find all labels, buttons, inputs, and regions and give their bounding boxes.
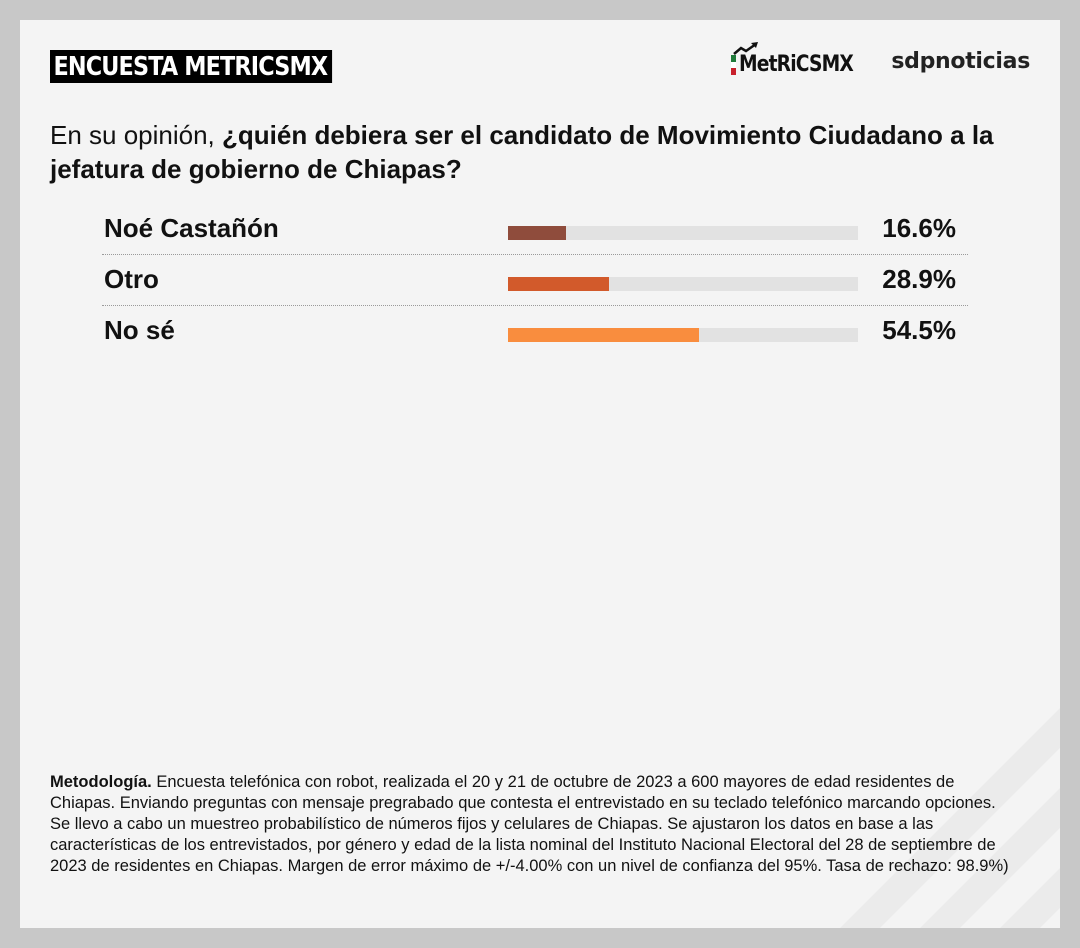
poll-card: ENCUESTA METRICSMX MetRiCSMX sdpnoticias… [20,20,1060,928]
category-label: Noé Castañón [104,213,279,243]
value-label: 28.9% [882,264,956,294]
bar [508,277,610,291]
result-row: No sé 54.5% [102,306,968,356]
methodology-label: Metodología. [50,773,152,791]
survey-question: En su opinión, ¿quién debiera ser el can… [50,118,1040,186]
logos: MetRiCSMX sdpnoticias [731,42,1030,78]
trend-arrow-icon [733,42,759,55]
bar-track [508,277,858,291]
bar-track [508,226,858,240]
bar-track [508,328,858,342]
value-label: 16.6% [882,213,956,243]
results-chart: Noé Castañón 16.6% Otro 28.9% No sé 54.5% [102,204,968,356]
mexico-flag-icon [731,55,737,76]
question-lead: En su opinión, [50,120,223,150]
sdpnoticias-logo: sdpnoticias [891,48,1030,74]
result-row: Otro 28.9% [102,255,968,306]
metricsmx-logo: MetRiCSMX [731,42,873,78]
result-row: Noé Castañón 16.6% [102,204,968,255]
methodology-note: Metodología. Encuesta telefónica con rob… [50,772,1010,877]
bar [508,226,567,240]
methodology-text: Encuesta telefónica con robot, realizada… [50,773,1009,875]
category-label: No sé [104,315,175,345]
value-label: 54.5% [882,315,956,345]
survey-title: ENCUESTA METRICSMX [50,50,333,83]
bar [508,328,699,342]
category-label: Otro [104,264,159,294]
question-bold: ¿quién debiera ser el candidato de Movim… [50,120,994,184]
metricsmx-logo-text: MetRiCSMX [739,52,854,77]
